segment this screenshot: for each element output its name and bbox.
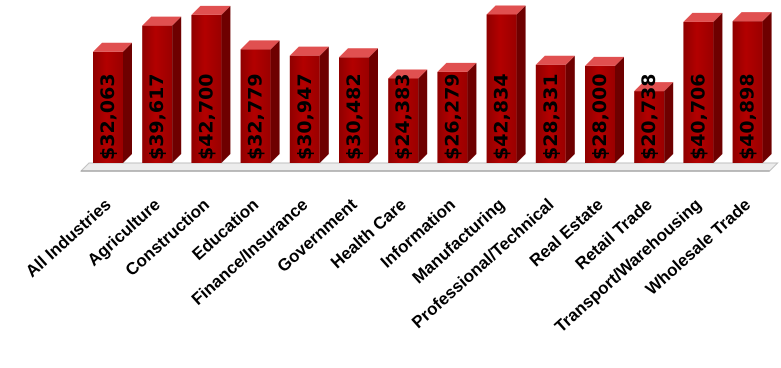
bar-front-face bbox=[585, 65, 615, 163]
value-label: $39,617 bbox=[146, 73, 168, 160]
bar-side-face bbox=[418, 69, 428, 163]
bar-front-face bbox=[289, 55, 320, 163]
bar bbox=[585, 56, 624, 164]
bar-top-face bbox=[388, 69, 428, 79]
bar bbox=[486, 5, 526, 163]
bar-side-face bbox=[713, 12, 723, 164]
bar-top-face bbox=[634, 82, 674, 92]
bar bbox=[339, 48, 378, 164]
bar-side-face bbox=[516, 5, 526, 163]
category-label: All Industries bbox=[22, 195, 115, 281]
bar-top-face bbox=[486, 5, 526, 15]
bar-side-face bbox=[369, 48, 378, 164]
value-label: $28,000 bbox=[589, 73, 611, 160]
bar bbox=[535, 55, 575, 163]
bar-top-face bbox=[240, 40, 280, 50]
bar-front-face bbox=[191, 14, 222, 164]
value-label: $28,331 bbox=[540, 73, 562, 160]
bar-top-face bbox=[535, 55, 575, 65]
bar bbox=[634, 82, 674, 163]
bar-front-face bbox=[634, 91, 665, 163]
bar-top-face bbox=[191, 5, 231, 15]
bar-top-face bbox=[683, 12, 723, 22]
floor-plane bbox=[79, 162, 779, 172]
bar bbox=[289, 46, 329, 163]
bar-front-face bbox=[437, 71, 468, 163]
bar-side-face bbox=[123, 42, 132, 164]
bar bbox=[93, 42, 132, 164]
chart-floor bbox=[79, 162, 779, 172]
category-labels-group: All IndustriesAgricultureConstructionEdu… bbox=[22, 195, 754, 337]
value-label: $42,834 bbox=[491, 73, 513, 160]
bar bbox=[732, 12, 772, 163]
bar-front-face bbox=[388, 78, 419, 163]
value-label: $40,706 bbox=[687, 73, 709, 160]
bars-group bbox=[93, 5, 772, 164]
value-label: $20,738 bbox=[638, 73, 660, 160]
bar-side-face bbox=[762, 12, 772, 163]
bar-top-face bbox=[289, 46, 329, 56]
value-label: $26,279 bbox=[441, 73, 463, 160]
bar-front-face bbox=[486, 14, 517, 163]
bar-front-face bbox=[535, 64, 566, 163]
bar-side-face bbox=[664, 82, 674, 163]
bar bbox=[437, 62, 477, 164]
bar bbox=[142, 16, 182, 163]
bar-side-face bbox=[467, 62, 477, 164]
value-label: $32,779 bbox=[245, 73, 267, 160]
bar-top-face bbox=[339, 48, 378, 58]
value-label: $40,898 bbox=[737, 73, 759, 160]
bar-side-face bbox=[270, 40, 280, 163]
bar-top-face bbox=[93, 42, 132, 52]
bar-front-face bbox=[339, 57, 369, 164]
bar bbox=[191, 5, 231, 164]
bar-top-face bbox=[142, 16, 182, 26]
bar-top-face bbox=[732, 12, 772, 22]
bar-side-face bbox=[172, 16, 182, 163]
bar-side-face bbox=[615, 56, 624, 164]
bar-front-face bbox=[142, 25, 173, 163]
value-label: $32,063 bbox=[97, 73, 119, 160]
value-labels-group: $32,063 $39,617 $42,700 $32,779 $30,947 $30,4… bbox=[97, 73, 759, 160]
bar-front-face bbox=[240, 49, 271, 163]
bar bbox=[240, 40, 280, 163]
bar-top-face bbox=[585, 56, 624, 66]
bar-front-face bbox=[683, 21, 714, 164]
bar-side-face bbox=[319, 46, 329, 163]
bar bbox=[683, 12, 723, 164]
bar-front-face bbox=[93, 51, 123, 164]
bar bbox=[388, 69, 428, 163]
bar-top-face bbox=[437, 62, 477, 72]
bar-side-face bbox=[221, 5, 231, 164]
value-label: $30,482 bbox=[343, 73, 365, 160]
bar-front-face bbox=[732, 21, 763, 163]
category-label: Construction bbox=[122, 195, 213, 280]
value-label: $24,383 bbox=[392, 73, 414, 160]
bar-side-face bbox=[565, 55, 575, 163]
value-label: $30,947 bbox=[294, 73, 316, 160]
value-label: $42,700 bbox=[195, 73, 217, 160]
